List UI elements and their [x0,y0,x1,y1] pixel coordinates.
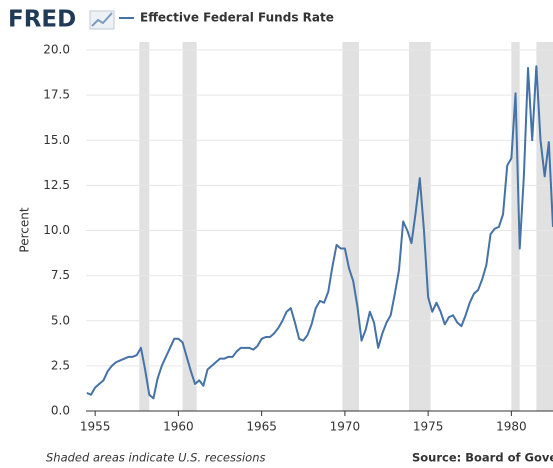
plot-layer [86,65,553,400]
y-tick-label: 15.0 [43,133,70,147]
y-tick-label: 20.0 [43,43,70,57]
x-tick-label: 1960 [163,420,194,434]
x-tick-label: 1970 [330,420,361,434]
x-tick-label: 1955 [80,420,111,434]
x-tick-label: 1980 [496,420,527,434]
recession-band [139,42,150,411]
y-tick-label: 10.0 [43,223,70,237]
grid-layer [86,49,553,412]
y-tick-label: 0.0 [51,404,70,418]
recession-band [342,42,360,411]
y-tick-label: 17.5 [43,88,70,102]
y-tick-label: 7.5 [51,268,70,282]
recession-band [408,42,431,411]
note: Shaded areas indicate U.S. recessions [46,451,265,465]
y-axis-label: Percent [18,207,32,252]
recession-layer [139,42,553,411]
x-tick-label: 1965 [246,420,277,434]
source: Source: Board of Governo [412,451,553,465]
y-tick-label: 12.5 [43,178,70,192]
y-tick-label: 5.0 [51,313,70,327]
y-tick-label: 2.5 [51,358,70,372]
legend-label: Effective Federal Funds Rate [140,11,334,25]
x-tick-label: 1975 [413,420,444,434]
series-line [86,65,553,400]
logo: FRED [8,7,76,33]
axes-layer: 0.0 2.5 5.0 7.5 10.0 12.5 15.0 17.5 20.0 1955 1960… [43,43,553,434]
recession-band [511,42,520,411]
recession-band [182,42,197,411]
logo-icon [89,10,115,30]
